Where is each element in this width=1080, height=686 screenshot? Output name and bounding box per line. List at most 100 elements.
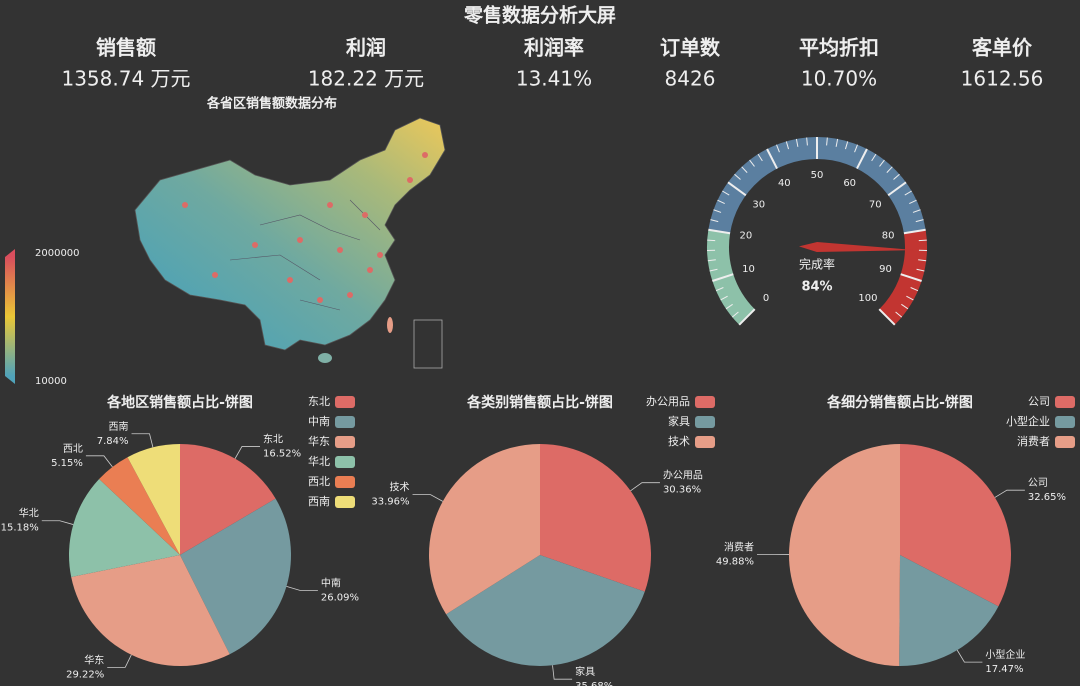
slice-value-label: 35.68% bbox=[575, 681, 613, 686]
slice-label: 公司 bbox=[1028, 478, 1048, 489]
label-line bbox=[234, 446, 261, 459]
label-line bbox=[41, 520, 74, 525]
gauge-minor-tick bbox=[749, 159, 755, 167]
pie-slice bbox=[540, 444, 651, 592]
gauge-minor-tick bbox=[731, 311, 739, 318]
slice-label: 办公用品 bbox=[663, 469, 703, 482]
slice-label: 东北 bbox=[263, 432, 283, 445]
kpi-name: 利润率 bbox=[524, 36, 584, 60]
gauge-minor-tick bbox=[738, 308, 756, 326]
gauge-minor-tick bbox=[713, 209, 722, 213]
slice-label: 西南 bbox=[109, 420, 129, 433]
gauge-minor-tick bbox=[707, 259, 716, 262]
kpi-value: 1612.56 bbox=[961, 67, 1044, 91]
slice-value-label: 5.15% bbox=[51, 458, 83, 469]
slice-value-label: 15.18% bbox=[1, 523, 39, 534]
gauge-tick-label: 80 bbox=[882, 231, 895, 242]
legend-swatch bbox=[695, 436, 715, 448]
gauge-pointer bbox=[799, 242, 915, 252]
gauge-minor-tick bbox=[893, 173, 900, 180]
chart-title: 各类别销售额占比-饼图 bbox=[466, 394, 613, 411]
map bbox=[134, 117, 446, 369]
kpi-value: 13.41% bbox=[516, 67, 592, 91]
gauge-minor-tick bbox=[871, 153, 877, 162]
label-line bbox=[131, 433, 154, 448]
legend-label: 华北 bbox=[308, 454, 330, 468]
legend-swatch bbox=[1055, 396, 1075, 408]
label-line bbox=[412, 494, 443, 502]
label-line bbox=[552, 665, 573, 680]
slice-value-label: 30.36% bbox=[663, 485, 701, 496]
gauge-minor-tick bbox=[903, 228, 926, 235]
pie-slice bbox=[180, 444, 276, 555]
legend-label: 中南 bbox=[308, 415, 330, 428]
kpi-name: 利润 bbox=[346, 36, 386, 60]
gauge-minor-tick bbox=[806, 137, 808, 146]
gauge-minor-tick bbox=[715, 287, 724, 292]
gauge-tick-label: 60 bbox=[843, 178, 856, 189]
pie-slice bbox=[789, 444, 900, 666]
gauge-minor-tick bbox=[906, 295, 914, 301]
gauge-minor-tick bbox=[725, 303, 733, 310]
slice-value-label: 17.47% bbox=[985, 664, 1023, 675]
gauge-tick-label: 90 bbox=[879, 264, 892, 275]
gauge-minor-tick bbox=[886, 166, 893, 173]
gauge-minor-tick bbox=[785, 141, 790, 150]
gauge-minor-tick bbox=[912, 209, 921, 213]
slice-value-label: 33.96% bbox=[371, 497, 409, 508]
map-dots bbox=[182, 152, 428, 303]
gauge-minor-tick bbox=[910, 287, 919, 292]
legend-label: 公司 bbox=[1028, 395, 1050, 408]
legend-label: 小型企业 bbox=[1006, 414, 1050, 428]
gauge-minor-tick bbox=[766, 148, 778, 170]
gauge-minor-tick bbox=[879, 159, 885, 167]
gauge-minor-tick bbox=[707, 239, 716, 242]
kpi-name: 销售额 bbox=[96, 36, 156, 60]
pie-slice bbox=[429, 444, 540, 615]
gauge-tick-label: 10 bbox=[742, 264, 755, 275]
taiwan bbox=[387, 317, 393, 333]
gauge-minor-tick bbox=[900, 273, 922, 282]
kpi-name: 客单价 bbox=[971, 36, 1033, 60]
gauge-minor-tick bbox=[795, 138, 799, 147]
legend-label: 西南 bbox=[308, 495, 330, 508]
pie-slice bbox=[900, 444, 1011, 607]
gauge-minor-tick bbox=[727, 181, 747, 197]
slice-value-label: 7.84% bbox=[97, 436, 129, 447]
chart-title: 各地区销售额占比-饼图 bbox=[106, 394, 253, 411]
slice-value-label: 32.65% bbox=[1028, 492, 1066, 503]
legend-swatch bbox=[335, 396, 355, 408]
legend-swatch bbox=[335, 456, 355, 468]
slice-label: 消费者 bbox=[724, 541, 754, 554]
gauge-minor-tick bbox=[734, 173, 741, 180]
gauge-minor-tick bbox=[835, 138, 839, 147]
gauge-minor-tick bbox=[712, 273, 734, 282]
slice-label: 小型企业 bbox=[985, 648, 1025, 661]
legend-swatch bbox=[335, 476, 355, 488]
gauge-minor-tick bbox=[918, 239, 927, 242]
gauge-tick-label: 40 bbox=[778, 178, 791, 189]
slice-label: 华北 bbox=[19, 507, 39, 520]
hainan bbox=[318, 353, 332, 363]
label-line bbox=[994, 489, 1025, 498]
kpi-value: 10.70% bbox=[801, 67, 877, 91]
slice-label: 技术 bbox=[390, 481, 410, 494]
pie-slice bbox=[99, 457, 180, 555]
gauge-minor-tick bbox=[895, 311, 903, 318]
gauge-minor-tick bbox=[720, 295, 728, 301]
pie-slice bbox=[899, 555, 999, 666]
gauge-minor-tick bbox=[887, 181, 907, 197]
visual-map-max: 2000000 bbox=[35, 248, 80, 259]
visual-map-handle bbox=[5, 376, 15, 384]
gauge-minor-tick bbox=[844, 141, 849, 150]
chart-title: 各省区销售额数据分布 bbox=[206, 96, 337, 112]
legend-swatch bbox=[1055, 416, 1075, 428]
kpi-name: 平均折扣 bbox=[799, 36, 879, 60]
legend-swatch bbox=[335, 496, 355, 508]
gauge-tick-label: 70 bbox=[869, 200, 882, 211]
label-line bbox=[956, 649, 983, 663]
legend-label: 家具 bbox=[668, 414, 690, 428]
slice-label: 西北 bbox=[63, 443, 83, 455]
gauge-minor-tick bbox=[710, 219, 719, 223]
